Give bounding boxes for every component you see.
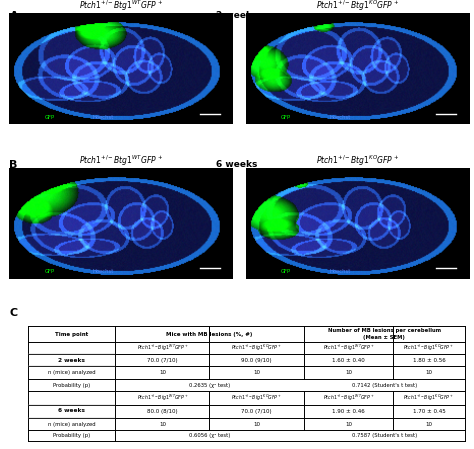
Text: GFP: GFP — [281, 115, 292, 120]
Text: 1.60 ± 0.40: 1.60 ± 0.40 — [332, 358, 365, 363]
Text: $Ptch1^{+/-}Btg1^{KO}GFP^+$: $Ptch1^{+/-}Btg1^{KO}GFP^+$ — [403, 343, 455, 353]
Text: 10: 10 — [253, 422, 260, 427]
Text: 6 weeks: 6 weeks — [216, 160, 258, 169]
Text: Hoechst: Hoechst — [329, 269, 350, 274]
Text: 10: 10 — [426, 370, 433, 375]
Text: 0.7587 (Student's t test): 0.7587 (Student's t test) — [352, 433, 417, 438]
Text: Hoechst: Hoechst — [92, 115, 114, 120]
Text: 10: 10 — [253, 370, 260, 375]
Text: 10: 10 — [345, 370, 352, 375]
Text: $Ptch1^{+/-}Btg1^{KO}GFP^+$: $Ptch1^{+/-}Btg1^{KO}GFP^+$ — [403, 393, 455, 403]
Text: $Ptch1^{+/-}Btg1^{WT}GFP^+$: $Ptch1^{+/-}Btg1^{WT}GFP^+$ — [137, 393, 188, 403]
Text: 70.0 (7/10): 70.0 (7/10) — [147, 358, 178, 363]
Text: Hoechst: Hoechst — [329, 115, 350, 120]
Text: n (mice) analyzed: n (mice) analyzed — [48, 370, 95, 375]
Text: 6 weeks: 6 weeks — [58, 408, 85, 413]
Text: A: A — [9, 11, 18, 21]
Text: C: C — [9, 308, 18, 317]
Text: 2 weeks: 2 weeks — [216, 11, 258, 20]
Title: $Ptch1^{+/-}Btg1^{KO}GFP^+$: $Ptch1^{+/-}Btg1^{KO}GFP^+$ — [316, 154, 399, 168]
Text: 80.0 (8/10): 80.0 (8/10) — [147, 409, 178, 414]
Text: Probability (p): Probability (p) — [53, 433, 90, 438]
Text: 1.80 ± 0.56: 1.80 ± 0.56 — [413, 358, 446, 363]
Text: $Ptch1^{+/-}Btg1^{WT}GFP^+$: $Ptch1^{+/-}Btg1^{WT}GFP^+$ — [323, 343, 374, 353]
Text: n (mice) analyzed: n (mice) analyzed — [48, 422, 95, 427]
Title: $Ptch1^{+/-}Btg1^{WT}GFP^+$: $Ptch1^{+/-}Btg1^{WT}GFP^+$ — [79, 154, 163, 168]
Title: $Ptch1^{+/-}Btg1^{KO}GFP^+$: $Ptch1^{+/-}Btg1^{KO}GFP^+$ — [316, 0, 399, 13]
Text: GFP: GFP — [281, 269, 292, 274]
Text: 1.70 ± 0.45: 1.70 ± 0.45 — [413, 409, 446, 414]
Text: 10: 10 — [426, 422, 433, 427]
Text: 0.7142 (Student's t test): 0.7142 (Student's t test) — [352, 383, 417, 387]
Text: (Mean ± SEM): (Mean ± SEM) — [363, 335, 405, 340]
Text: Mice with MB lesions (%, #): Mice with MB lesions (%, #) — [166, 331, 253, 337]
Text: 10: 10 — [345, 422, 352, 427]
Text: GFP: GFP — [45, 269, 55, 274]
Text: Number of MB lesions per cerebellum: Number of MB lesions per cerebellum — [328, 328, 441, 333]
Text: $Ptch1^{+/-}Btg1^{KO}GFP^+$: $Ptch1^{+/-}Btg1^{KO}GFP^+$ — [231, 343, 282, 353]
Text: 10: 10 — [159, 370, 166, 375]
Text: 1.90 ± 0.46: 1.90 ± 0.46 — [332, 409, 365, 414]
Text: 10: 10 — [159, 422, 166, 427]
Text: B: B — [9, 160, 18, 170]
Text: 90.0 (9/10): 90.0 (9/10) — [241, 358, 272, 363]
Text: Probability (p): Probability (p) — [53, 383, 90, 387]
Text: 2 weeks: 2 weeks — [58, 358, 85, 363]
Text: Time point: Time point — [55, 331, 88, 337]
Text: GFP: GFP — [45, 115, 55, 120]
Text: Hoechst: Hoechst — [92, 269, 114, 274]
Title: $Ptch1^{+/-}Btg1^{WT}GFP^+$: $Ptch1^{+/-}Btg1^{WT}GFP^+$ — [79, 0, 163, 13]
Text: 0.6056 (χ² test): 0.6056 (χ² test) — [189, 433, 230, 438]
Text: $Ptch1^{+/-}Btg1^{KO}GFP^+$: $Ptch1^{+/-}Btg1^{KO}GFP^+$ — [231, 393, 282, 403]
Text: $Ptch1^{+/-}Btg1^{WT}GFP^+$: $Ptch1^{+/-}Btg1^{WT}GFP^+$ — [137, 343, 188, 353]
Text: $Ptch1^{+/-}Btg1^{WT}GFP^+$: $Ptch1^{+/-}Btg1^{WT}GFP^+$ — [323, 393, 374, 403]
Text: 0.2635 (χ² test): 0.2635 (χ² test) — [189, 383, 230, 387]
Text: 70.0 (7/10): 70.0 (7/10) — [241, 409, 272, 414]
